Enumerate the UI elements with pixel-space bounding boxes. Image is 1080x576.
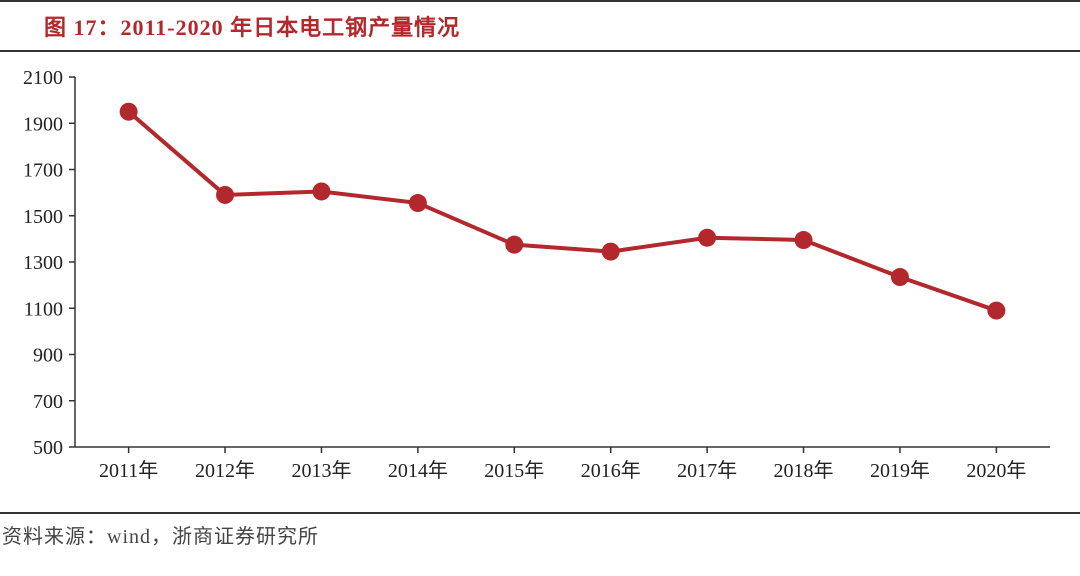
svg-text:2015年: 2015年 <box>484 459 544 482</box>
svg-text:500: 500 <box>33 437 63 459</box>
svg-text:1100: 1100 <box>24 298 63 320</box>
svg-text:2013年: 2013年 <box>291 459 351 482</box>
svg-text:2100: 2100 <box>23 67 63 89</box>
svg-text:2020年: 2020年 <box>966 459 1026 482</box>
svg-text:1500: 1500 <box>23 206 63 228</box>
svg-text:2018年: 2018年 <box>774 459 834 482</box>
svg-text:1300: 1300 <box>23 252 63 274</box>
line-chart: 500 700 900 1100 1300 1500 1700 1900 2100 2011年 20… <box>0 52 1080 512</box>
chart-title: 图 17：2011-2020 年日本电工钢产量情况 <box>44 15 460 40</box>
svg-text:2019年: 2019年 <box>870 459 930 482</box>
svg-text:2014年: 2014年 <box>388 459 448 482</box>
svg-text:2011年: 2011年 <box>99 459 158 482</box>
svg-text:900: 900 <box>33 345 63 367</box>
svg-text:2017年: 2017年 <box>677 459 737 482</box>
svg-text:1700: 1700 <box>23 160 63 182</box>
chart-container: 500 700 900 1100 1300 1500 1700 1900 2100 2011年 20… <box>0 52 1080 512</box>
chart-title-bar: 图 17：2011-2020 年日本电工钢产量情况 <box>0 0 1080 52</box>
svg-text:1900: 1900 <box>23 113 63 135</box>
svg-text:700: 700 <box>33 391 63 413</box>
chart-source: 资料来源：wind，浙商证券研究所 <box>0 512 1080 549</box>
svg-text:2016年: 2016年 <box>581 459 641 482</box>
svg-text:2012年: 2012年 <box>195 459 255 482</box>
